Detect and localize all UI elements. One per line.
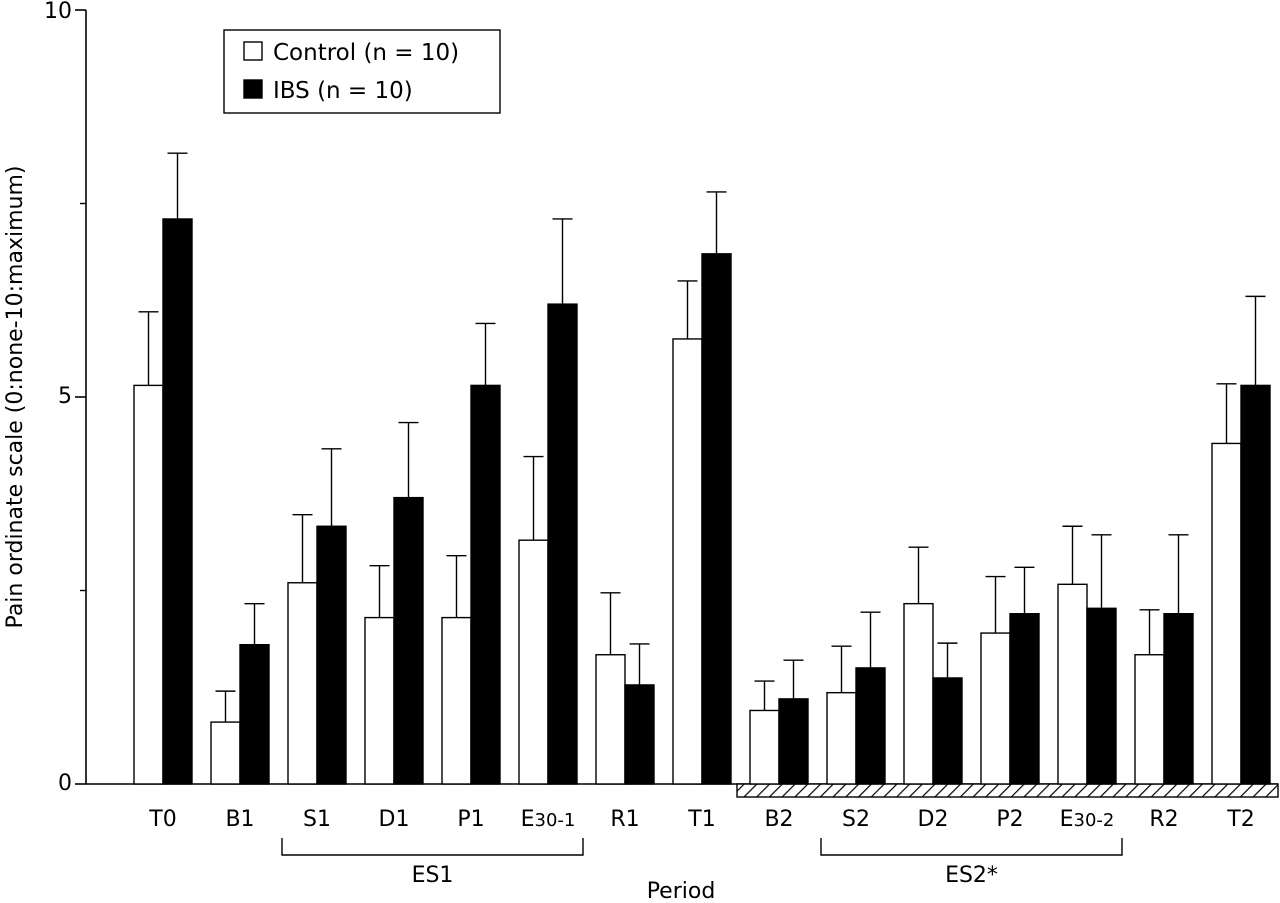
y-axis-ticks: 0 5 10 bbox=[44, 0, 86, 796]
bar-ibs-P2 bbox=[1009, 613, 1040, 785]
x-tick-label-D2: D2 bbox=[918, 807, 949, 832]
x-tick-label-B1: B1 bbox=[225, 807, 254, 832]
bar-control-T0 bbox=[133, 384, 164, 785]
bar-ibs-B1 bbox=[239, 643, 270, 785]
bar-control-B2 bbox=[749, 709, 780, 785]
x-tick-label-T1: T1 bbox=[687, 807, 715, 832]
bar-control-S2 bbox=[826, 691, 857, 785]
bar-control-E30-2 bbox=[1057, 583, 1088, 785]
x-tick-label-T2: T2 bbox=[1226, 807, 1254, 832]
y-tick-label-5: 5 bbox=[58, 384, 72, 409]
group-bracket-es2 bbox=[820, 838, 1123, 856]
group-brackets: ES1 ES2* bbox=[281, 838, 1123, 888]
y-tick-label-10: 10 bbox=[44, 0, 72, 24]
bar-ibs-E30-2 bbox=[1086, 607, 1117, 785]
legend: Control (n = 10) IBS (n = 10) bbox=[223, 29, 501, 114]
x-tick-label-S2: S2 bbox=[842, 807, 870, 832]
x-tick-label-D1: D1 bbox=[379, 807, 410, 832]
bar-control-D2 bbox=[903, 602, 934, 785]
x-axis-title: Period bbox=[647, 879, 716, 903]
group-bracket-es1 bbox=[281, 838, 584, 856]
bar-ibs-B2 bbox=[778, 698, 809, 785]
legend-swatch-ibs bbox=[243, 79, 263, 99]
x-tick-label-T0: T0 bbox=[148, 807, 176, 832]
legend-label-control: Control (n = 10) bbox=[273, 40, 459, 66]
bar-ibs-D2 bbox=[932, 677, 963, 785]
bar-ibs-R2 bbox=[1163, 613, 1194, 785]
bar-ibs-R1 bbox=[624, 684, 655, 785]
hatched-baseline bbox=[736, 783, 1279, 798]
bar-ibs-T0 bbox=[162, 218, 193, 785]
hatched-baseline-bar bbox=[736, 783, 1279, 798]
bar-ibs-S2 bbox=[855, 667, 886, 785]
bar-control-S1 bbox=[287, 582, 318, 785]
category-labels-group: T0 B1 S1 D1 P1 E30-1 R1 T1 B2 S2 D2 P2 E30-2 R2 T2 bbox=[148, 807, 1254, 832]
bar-control-E30-1 bbox=[518, 539, 549, 785]
legend-swatch-control bbox=[243, 41, 263, 61]
x-tick-label-P2: P2 bbox=[996, 807, 1023, 832]
y-axis-title: Pain ordinate scale (0:none-10:maximum) bbox=[3, 166, 28, 629]
error-bars-group bbox=[138, 152, 1266, 723]
x-tick-label-E30-2: E30-2 bbox=[1060, 807, 1115, 832]
bar-control-D1 bbox=[364, 616, 395, 785]
x-tick-label-P1: P1 bbox=[457, 807, 484, 832]
bar-control-B1 bbox=[210, 721, 241, 785]
x-tick-label-R1: R1 bbox=[610, 807, 639, 832]
x-tick-label-E30-1: E30-1 bbox=[521, 807, 576, 832]
bar-control-T1 bbox=[672, 338, 703, 785]
bar-ibs-P1 bbox=[470, 384, 501, 785]
bar-control-R2 bbox=[1134, 654, 1165, 785]
bar-control-P2 bbox=[980, 632, 1011, 785]
y-tick-label-0: 0 bbox=[58, 771, 72, 796]
x-tick-label-S1: S1 bbox=[303, 807, 331, 832]
legend-label-ibs: IBS (n = 10) bbox=[273, 78, 413, 104]
x-tick-label-B2: B2 bbox=[764, 807, 793, 832]
bar-control-P1 bbox=[441, 616, 472, 785]
bar-control-T2 bbox=[1211, 442, 1242, 785]
bars-group bbox=[133, 218, 1271, 785]
bar-ibs-T1 bbox=[701, 253, 732, 785]
group-label-es2: ES2* bbox=[945, 863, 998, 888]
group-label-es1: ES1 bbox=[412, 863, 454, 888]
bar-ibs-T2 bbox=[1240, 384, 1271, 785]
bar-control-R1 bbox=[595, 654, 626, 785]
bar-ibs-D1 bbox=[393, 496, 424, 785]
bar-ibs-E30-1 bbox=[547, 303, 578, 785]
bar-ibs-S1 bbox=[316, 525, 347, 785]
legend-box bbox=[223, 29, 501, 114]
x-tick-label-R2: R2 bbox=[1149, 807, 1178, 832]
